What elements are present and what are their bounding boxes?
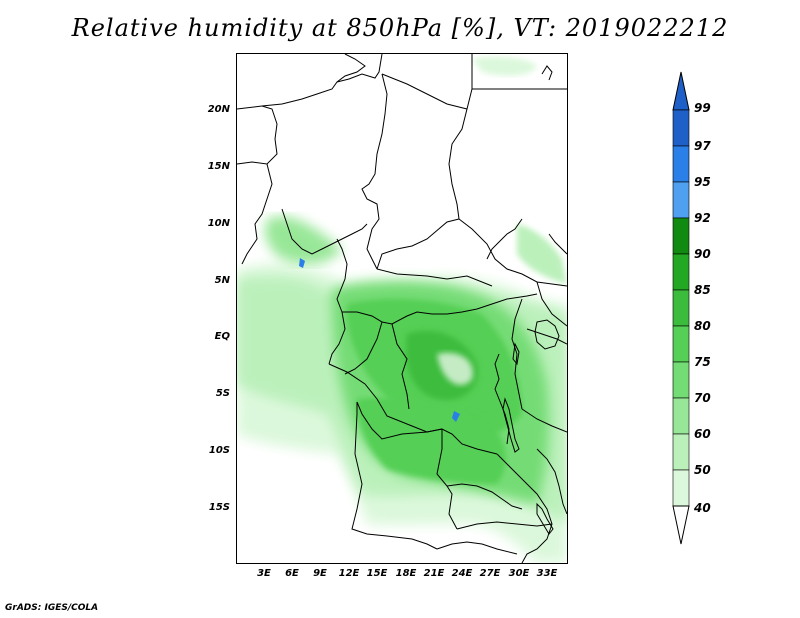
lon-tick-label: 33E bbox=[536, 568, 558, 579]
colorbar-swatch bbox=[672, 109, 690, 147]
rh-dry-patch bbox=[437, 352, 473, 386]
lon-tick-label: 27E bbox=[479, 568, 501, 579]
colorbar-top-arrow bbox=[672, 71, 690, 111]
colorbar-swatch bbox=[672, 145, 690, 183]
lon-tick-label: 24E bbox=[451, 568, 473, 579]
lat-tick-label: 5N bbox=[214, 275, 230, 286]
rh-zone-60-east bbox=[517, 224, 567, 284]
colorbar-swatch bbox=[672, 397, 690, 435]
rh-zone-97-drc bbox=[452, 411, 460, 422]
colorbar-label: 70 bbox=[694, 391, 711, 405]
lon-tick-label: 15E bbox=[366, 568, 388, 579]
lake-tanganyika bbox=[502, 397, 520, 453]
lon-tick-label: 6E bbox=[285, 568, 299, 579]
lat-tick-label: 10N bbox=[207, 218, 230, 229]
colorbar-label: 99 bbox=[694, 101, 711, 115]
colorbar-label: 95 bbox=[694, 175, 711, 189]
rh-zone-70-north bbox=[265, 216, 342, 265]
colorbar-label: 75 bbox=[694, 355, 711, 369]
colorbar-swatch bbox=[672, 469, 690, 507]
lake-victoria bbox=[534, 319, 560, 350]
lon-tick-label: 12E bbox=[338, 568, 360, 579]
map-panel bbox=[236, 53, 568, 564]
lake-malawi bbox=[536, 502, 554, 535]
lat-tick-label: 10S bbox=[208, 445, 230, 456]
rh-zone-97-cameroon bbox=[299, 258, 305, 268]
lon-tick-label: 30E bbox=[508, 568, 530, 579]
map-title: Relative humidity at 850hPa [%], VT: 201… bbox=[71, 14, 729, 42]
colorbar-swatch bbox=[672, 361, 690, 399]
colorbar-swatch bbox=[672, 253, 690, 291]
country-borders bbox=[237, 54, 567, 563]
colorbar-swatch bbox=[672, 289, 690, 327]
colorbar-label: 60 bbox=[694, 427, 711, 441]
colorbar-label: 40 bbox=[694, 501, 711, 515]
lon-tick-label: 3E bbox=[257, 568, 271, 579]
colorbar-bottom-arrow bbox=[672, 505, 690, 545]
lat-tick-label: 5S bbox=[215, 388, 230, 399]
lake-kivu bbox=[512, 342, 520, 366]
colorbar-label: 80 bbox=[694, 319, 711, 333]
colorbar-swatch bbox=[672, 181, 690, 219]
lakes bbox=[502, 319, 560, 535]
lon-tick-label: 21E bbox=[423, 568, 445, 579]
lat-tick-label: EQ bbox=[214, 331, 230, 342]
colorbar-label: 50 bbox=[694, 463, 711, 477]
humidity-fill bbox=[237, 56, 567, 563]
colorbar-label: 85 bbox=[694, 283, 711, 297]
grads-credit: GrADS: IGES/COLA bbox=[5, 603, 99, 613]
lat-tick-label: 15S bbox=[208, 502, 230, 513]
lon-tick-label: 9E bbox=[313, 568, 327, 579]
colorbar-label: 97 bbox=[694, 139, 711, 153]
colorbar-swatch bbox=[672, 325, 690, 363]
colorbar-swatch bbox=[672, 217, 690, 255]
colorbar-label: 92 bbox=[694, 211, 711, 225]
colorbar-swatch bbox=[672, 433, 690, 471]
lon-tick-label: 18E bbox=[395, 568, 417, 579]
humidity-map bbox=[237, 54, 567, 563]
colorbar bbox=[672, 71, 690, 545]
rh-zone-50-ne bbox=[472, 56, 537, 76]
lat-tick-label: 15N bbox=[207, 161, 230, 172]
lat-tick-label: 20N bbox=[207, 104, 230, 115]
colorbar-label: 90 bbox=[694, 247, 711, 261]
